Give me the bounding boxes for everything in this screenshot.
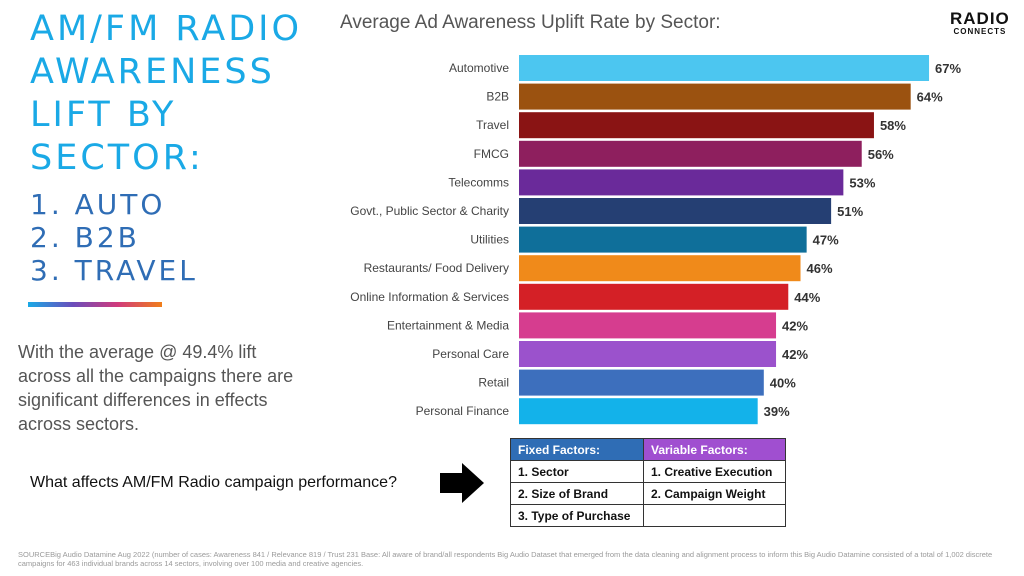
factors-table: Fixed Factors: Variable Factors: 1. Sect… [510, 438, 786, 527]
value-label: 58% [880, 118, 906, 133]
summary-text: With the average @ 49.4% lift across all… [18, 342, 294, 434]
right-arrow-icon [440, 463, 484, 503]
category-label: Restaurants/ Food Delivery [364, 261, 509, 275]
table-row: 3. Type of Purchase [510, 504, 786, 527]
variable-factor-cell: 2. Campaign Weight [643, 482, 786, 505]
category-label: Retail [478, 376, 509, 390]
category-label: Govt., Public Sector & Charity [350, 204, 509, 218]
top-sector-item: 1. AUTO [30, 188, 166, 221]
value-label: 40% [770, 376, 796, 391]
fixed-factors-header: Fixed Factors: [510, 438, 644, 461]
radio-connects-logo: RADIO CONNECTS [950, 10, 1010, 37]
logo-line2: CONNECTS [953, 27, 1007, 36]
variable-factor-cell: 1. Creative Execution [643, 460, 786, 483]
top-sector-item: 3. TRAVEL [30, 254, 198, 287]
bar [519, 83, 911, 110]
value-label: 42% [782, 347, 808, 362]
headline: AM/FM RADIO AWARENESS LIFT BY SECTOR: [30, 8, 330, 180]
variable-factor-cell [643, 504, 786, 527]
category-label: Telecomms [448, 175, 509, 189]
bar [519, 341, 777, 367]
logo-line1: RADIO [950, 9, 1010, 28]
category-label: Online Information & Services [350, 290, 509, 304]
category-label: B2B [486, 90, 509, 104]
bar [519, 312, 777, 339]
value-label: 64% [917, 90, 943, 105]
bar [519, 112, 874, 139]
bar [519, 169, 844, 196]
bar [519, 398, 758, 425]
value-label: 51% [837, 204, 863, 219]
top-sector-item: 2. B2B [30, 221, 140, 254]
value-label: 46% [807, 261, 833, 276]
variable-factors-header: Variable Factors: [643, 438, 786, 461]
source-footnote: SOURCEBig Audio Datamine Aug 2022 (numbe… [18, 550, 993, 568]
table-row: 1. Sector 1. Creative Execution [510, 460, 786, 483]
bar [519, 283, 789, 310]
category-label: Travel [476, 118, 509, 132]
category-label: Automotive [449, 61, 509, 75]
bar [519, 226, 807, 253]
headline-line: SECTOR: [30, 138, 204, 178]
value-label: 47% [813, 233, 839, 248]
value-label: 42% [782, 318, 808, 333]
fixed-factor-cell: 3. Type of Purchase [510, 504, 644, 527]
value-label: 67% [935, 61, 961, 76]
fixed-factor-cell: 1. Sector [510, 460, 644, 483]
value-label: 56% [868, 147, 894, 162]
headline-line: AM/FM RADIO [30, 9, 303, 49]
value-label: 53% [849, 175, 875, 190]
table-row: 2. Size of Brand 2. Campaign Weight [510, 482, 786, 505]
bar [519, 255, 801, 282]
fixed-factor-cell: 2. Size of Brand [510, 482, 644, 505]
chart-title: Average Ad Awareness Uplift Rate by Sect… [340, 12, 721, 33]
value-label: 44% [794, 290, 820, 305]
question-text: What affects AM/FM Radio campaign perfor… [30, 474, 397, 491]
category-label: Personal Care [432, 347, 509, 361]
value-label: 39% [764, 404, 790, 419]
bar-chart: Automotive 67% B2B 64% Travel 58% FMCG 56% Telec… [350, 55, 961, 425]
headline-line: LIFT BY [30, 95, 177, 135]
category-label: Entertainment & Media [387, 318, 509, 332]
table-header-row: Fixed Factors: Variable Factors: [510, 438, 786, 461]
category-label: FMCG [474, 147, 509, 161]
bar [519, 198, 832, 224]
bar [519, 369, 764, 396]
category-label: Personal Finance [416, 404, 510, 418]
category-label: Utilities [470, 233, 509, 247]
bar [519, 55, 930, 81]
gradient-divider [28, 302, 162, 307]
bar [519, 140, 862, 167]
headline-line: AWARENESS [30, 52, 275, 92]
top-sectors-list: 1. AUTO 2. B2B 3. TRAVEL [30, 188, 198, 287]
